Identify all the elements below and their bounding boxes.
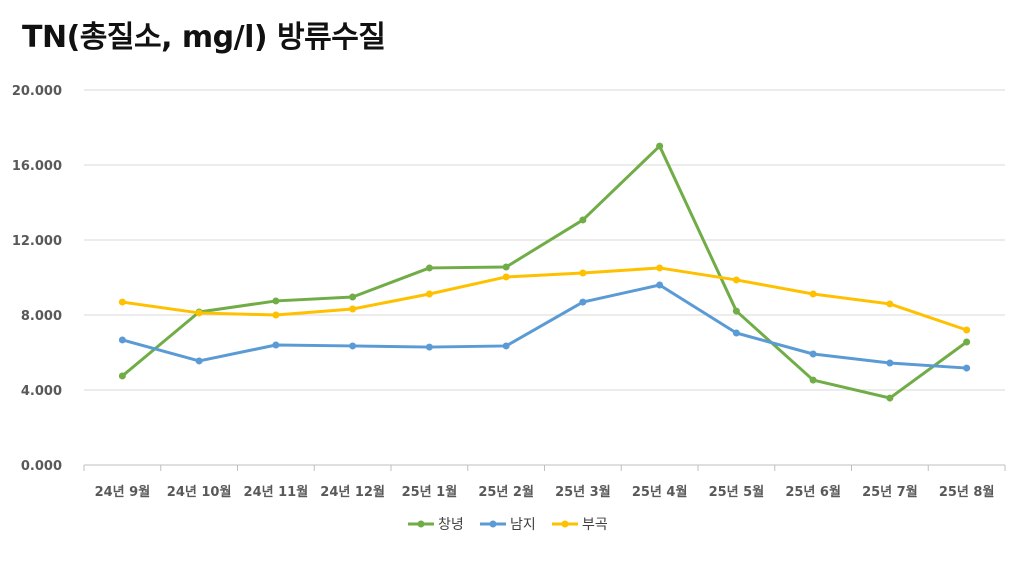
data-point-창녕 <box>272 297 280 305</box>
data-point-남지 <box>963 364 971 372</box>
x-tick-label: 25년 6월 <box>785 484 841 500</box>
x-tick-label: 25년 8월 <box>939 484 995 500</box>
data-point-남지 <box>732 329 740 337</box>
data-point-창녕 <box>732 307 740 315</box>
data-point-부곡 <box>579 269 587 277</box>
data-point-부곡 <box>349 305 357 313</box>
data-point-남지 <box>809 350 817 358</box>
y-tick-label: 16.000 <box>12 159 62 174</box>
y-tick-label: 0.000 <box>21 459 62 474</box>
data-point-부곡 <box>732 276 740 284</box>
series-line-부곡 <box>122 266 968 332</box>
legend-marker-남지 <box>489 520 497 528</box>
data-point-창녕 <box>579 216 587 224</box>
data-point-부곡 <box>195 309 203 317</box>
data-point-부곡 <box>886 300 894 308</box>
data-point-남지 <box>349 342 357 350</box>
legend-label: 부곡 <box>582 517 608 533</box>
data-point-창녕 <box>886 394 894 402</box>
legend-marker-부곡 <box>561 520 569 528</box>
data-point-부곡 <box>656 264 664 272</box>
x-tick-label: 25년 2월 <box>478 484 534 500</box>
data-point-창녕 <box>809 376 817 384</box>
data-point-남지 <box>195 357 203 365</box>
data-point-남지 <box>886 359 894 367</box>
data-point-부곡 <box>425 290 433 298</box>
data-point-창녕 <box>963 338 971 346</box>
x-tick-label: 24년 12월 <box>320 484 385 500</box>
data-point-남지 <box>656 281 664 289</box>
data-point-창녕 <box>118 372 126 380</box>
data-point-남지 <box>579 298 587 306</box>
y-tick-label: 8.000 <box>21 309 62 324</box>
data-point-부곡 <box>963 326 971 334</box>
data-point-창녕 <box>425 264 433 272</box>
series-line-남지 <box>121 283 967 370</box>
x-tick-label: 24년 9월 <box>95 484 151 500</box>
legend-label: 창녕 <box>438 517 464 533</box>
x-tick-label: 25년 7월 <box>862 484 918 500</box>
data-point-남지 <box>502 342 510 350</box>
chart-title: TN(총질소, mg/l) 방류수질 <box>22 20 386 55</box>
data-point-남지 <box>272 341 280 349</box>
data-point-창녕 <box>502 263 510 271</box>
x-tick-label: 25년 1월 <box>402 484 458 500</box>
x-tick-label: 25년 4월 <box>632 484 688 500</box>
data-point-부곡 <box>118 298 126 306</box>
legend-label: 남지 <box>510 517 536 533</box>
x-tick-label: 24년 10월 <box>167 484 232 500</box>
data-point-부곡 <box>809 290 817 298</box>
data-point-남지 <box>425 343 433 351</box>
data-point-남지 <box>118 336 126 344</box>
x-tick-label: 25년 5월 <box>709 484 765 500</box>
data-point-창녕 <box>349 293 357 301</box>
series-line-창녕 <box>121 144 968 400</box>
y-tick-label: 4.000 <box>21 384 62 399</box>
x-tick-label: 24년 11월 <box>244 484 309 500</box>
y-tick-label: 20.000 <box>12 84 62 99</box>
y-tick-label: 12.000 <box>12 234 62 249</box>
x-tick-label: 25년 3월 <box>555 484 611 500</box>
data-point-부곡 <box>272 311 280 319</box>
data-point-창녕 <box>656 142 664 150</box>
data-point-부곡 <box>502 273 510 281</box>
legend-marker-창녕 <box>417 520 425 528</box>
